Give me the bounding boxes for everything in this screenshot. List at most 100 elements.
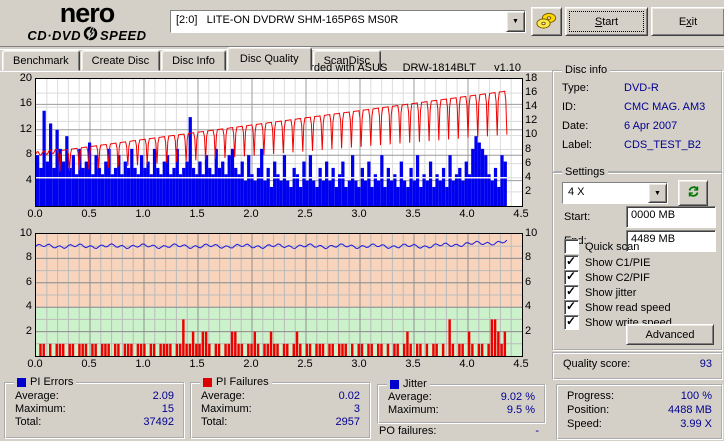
show-c1-pie-label: Show C1/PIE [585,256,651,269]
chart2-yleft-tick: 2 [25,324,32,337]
chart1-x-tick: 0.5 [81,208,97,220]
disc-id-value: CMC MAG. AM3 [624,101,706,113]
jitter-title: Jitter [403,378,427,390]
chart1-x-tick: 2.0 [243,208,259,220]
show-jitter-checkbox-row[interactable]: Show jitter [564,284,637,300]
show-read-speed-checkbox-row[interactable]: Show read speed [564,299,671,315]
start-position-label: Start: [564,211,591,223]
checkbox-4[interactable] [564,299,579,315]
show-c1-pie-checkbox-row[interactable]: Show C1/PIE [564,254,651,270]
scan-speed-value: 4 X [563,183,648,203]
chart1-x-tick: 1.0 [135,208,151,220]
chart2-x-tick: 2.0 [243,358,259,370]
chart1-yright-tick: 8 [525,142,532,155]
start-button[interactable]: Start [565,7,648,36]
jitter-maximum: 9.5 % [506,404,535,416]
pi-failures-average: 0.02 [338,390,360,402]
chart1-yright-tick: 2 [525,184,532,197]
jitter-swatch [390,379,399,389]
tab-benchmark[interactable]: Benchmark [2,50,80,71]
refresh-button[interactable] [678,180,708,206]
position-label: Position: [567,404,610,416]
chart2-x-tick: 1.5 [189,358,205,370]
tab-scandisc[interactable]: ScanDisc [312,50,382,71]
checkbox-5[interactable] [564,314,579,330]
chart1-yleft-tick: 4 [25,173,32,186]
disc-date-label: Date: [562,120,589,132]
pi-failures-stats-group: PI Failures Average: 0.02 Maximum: 3 Total… [190,376,371,439]
disc-lightning-icon [83,26,98,44]
pi-errors-title: PI Errors [30,376,74,388]
end-position-input[interactable]: 4489 MB [626,230,716,252]
scan-speed-select[interactable]: 4 X ▼ [562,182,668,204]
disc-info-group: Disc info Type: DVD-R ID: CMC MAG. AM3 Dat… [552,64,723,173]
settings-title: Settings [562,166,608,178]
chart1-x-tick: 1.5 [189,208,205,220]
progress-label: Progress: [567,390,615,402]
quality-score-value: 93 [699,358,712,370]
chart1-yright-tick: 16 [525,86,538,99]
pi-errors-maximum: 15 [161,403,174,415]
chart2-yleft-tick: 4 [25,300,32,313]
chart1-yright-tick: 4 [525,170,532,183]
chevron-down-icon[interactable]: ▼ [648,183,667,203]
drive-select[interactable]: [2:0] LITE-ON DVDRW SHM-165P6S MS0R ▼ [170,10,526,33]
chevron-down-icon[interactable]: ▼ [506,11,525,32]
disc-type-value: DVD-R [624,82,659,94]
quality-score-box: Quality score: 93 [552,352,723,380]
pi-errors-total: 37492 [143,416,174,428]
disc-label-value: CDS_TEST_B2 [624,139,702,151]
logo-speed-text: SPEED [99,27,147,43]
progress-value: 100 % [680,390,712,402]
tab-bar: Benchmark Create Disc Disc Info Disc Qua… [2,47,382,71]
tab-page-edge [0,71,724,72]
chart2-x-tick: 1.0 [135,358,151,370]
chart1-yright-tick: 12 [525,114,538,127]
chart2-yright-tick: 10 [525,227,538,239]
checkbox-0[interactable] [564,239,579,254]
checkbox-2[interactable] [564,269,579,285]
chart2-x-tick: 3.0 [351,358,367,370]
chart1-yright-tick: 6 [525,156,532,169]
chart2-yleft-tick: 6 [25,275,32,288]
checkbox-3[interactable] [564,284,579,300]
show-c2-pif-checkbox-row[interactable]: Show C2/PIF [564,269,650,285]
tab-disc-info[interactable]: Disc Info [161,50,226,71]
chart2-x-tick: 4.5 [513,358,529,370]
advanced-button[interactable]: Advanced [626,324,714,345]
pi-failures-total: 2957 [335,416,360,428]
checkbox-1[interactable] [564,254,579,270]
drive-select-value: [2:0] LITE-ON DVDRW SHM-165P6S MS0R [171,11,506,32]
chart2-yleft-tick: 10 [19,227,32,239]
logo-cddvd-text: CD·DVD [27,27,81,43]
show-read-speed-label: Show read speed [585,301,671,314]
chart-recorded-with-label: recorded with ASUS DRW-1814BLT v1.10 [288,62,521,74]
tab-disc-quality[interactable]: Disc Quality [226,47,312,71]
chart1-yright-tick: 14 [525,100,538,113]
chart2-x-tick: 0.5 [81,358,97,370]
pi-errors-chart [35,78,523,207]
nero-logo-text: nero [59,0,116,28]
chart2-x-tick: 2.5 [297,358,313,370]
disc-label-label: Label: [562,139,592,151]
start-position-input[interactable]: 0000 MB [626,206,716,228]
chart2-x-tick: 3.5 [405,358,421,370]
show-jitter-label: Show jitter [585,286,637,299]
tab-create-disc[interactable]: Create Disc [80,50,161,71]
speed-label: Speed: [567,418,602,430]
po-failures-row: PO failures: - [379,425,539,437]
chart1-x-tick: 4.0 [459,208,475,220]
chart1-x-tick: 4.5 [513,208,529,220]
disc-stack-button[interactable] [531,7,562,36]
chart2-x-tick: 4.0 [459,358,475,370]
settings-group: Settings 4 X ▼ Start: 0000 MB End: 4489 … [552,166,723,351]
chart1-x-tick: 3.5 [405,208,421,220]
chart1-x-tick: 2.5 [297,208,313,220]
po-failures-label: PO failures: [379,425,437,437]
pi-errors-average: 2.09 [152,390,174,402]
exit-button[interactable]: Exit [651,7,724,36]
disc-type-label: Type: [562,82,589,94]
quick-scan-checkbox-row[interactable]: Quick scan [564,239,639,254]
show-c2-pif-label: Show C2/PIF [585,271,650,284]
